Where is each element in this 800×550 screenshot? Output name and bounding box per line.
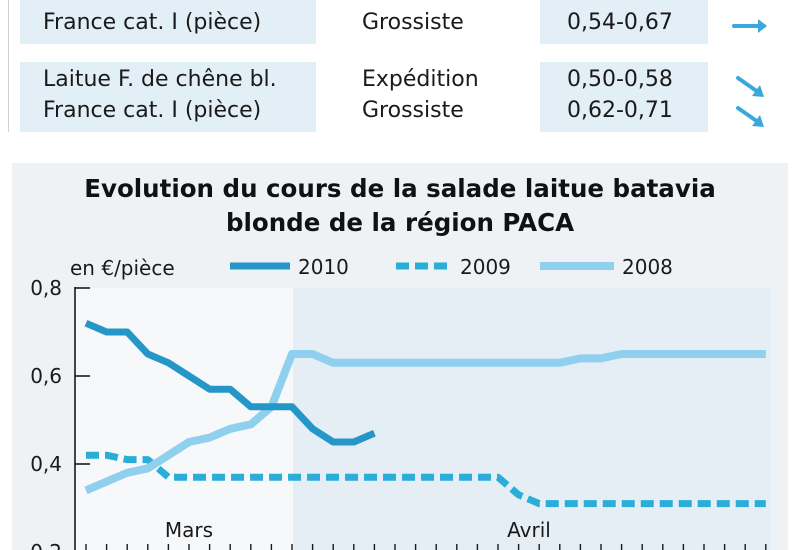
product-cell: Laitue F. de chêne bl. bbox=[43, 67, 277, 92]
price-shade bbox=[540, 0, 708, 44]
chart-title-line: blonde de la région PACA bbox=[225, 208, 575, 237]
y-tick-label: 0,6 bbox=[30, 364, 62, 388]
month-label-avril: Avril bbox=[507, 518, 551, 542]
legend-label-2010: 2010 bbox=[298, 255, 349, 279]
stage-cell: Grossiste bbox=[362, 98, 464, 123]
plot-area-april bbox=[293, 288, 771, 550]
y-tick-label: 0,4 bbox=[30, 452, 62, 476]
product-cell: France cat. I (pièce) bbox=[43, 10, 262, 35]
price-shade bbox=[540, 62, 708, 132]
legend-label-2008: 2008 bbox=[622, 255, 673, 279]
table-left-rule bbox=[8, 0, 9, 132]
down-right-arrow-icon bbox=[736, 76, 764, 97]
legend-label-2009: 2009 bbox=[460, 255, 511, 279]
month-label-mars: Mars bbox=[165, 518, 213, 542]
price-cell: 0,50-0,58 bbox=[567, 67, 673, 92]
row-shade bbox=[20, 62, 316, 132]
series-line-2008 bbox=[84, 350, 766, 495]
legend: 2010 2009 2008 bbox=[230, 255, 673, 279]
chart-title-line: Evolution du cours de la salade laitue b… bbox=[84, 174, 716, 203]
stage-cell: Expédition bbox=[362, 67, 479, 92]
price-table: France cat. I (pièce) Grossiste 0,54-0,6… bbox=[0, 0, 800, 136]
row-shade bbox=[20, 0, 316, 44]
down-right-arrow-icon bbox=[736, 106, 764, 127]
y-unit-label: en €/pièce bbox=[70, 256, 175, 280]
product-cell: France cat. I (pièce) bbox=[43, 98, 262, 123]
series-line-2009 bbox=[86, 451, 766, 508]
stage-cell: Grossiste bbox=[362, 10, 464, 35]
y-tick-label: 0,8 bbox=[30, 276, 62, 300]
series-line-2010 bbox=[84, 319, 376, 446]
y-ticks: 0,2 0,4 0,6 0,8 bbox=[30, 276, 90, 550]
price-cell: 0,54-0,67 bbox=[567, 10, 673, 35]
y-tick-label: 0,2 bbox=[30, 540, 62, 550]
x-ticks bbox=[85, 544, 767, 550]
chart-title: Evolution du cours de la salade laitue b… bbox=[0, 172, 800, 240]
series-group bbox=[84, 319, 766, 508]
right-arrow-icon bbox=[732, 19, 767, 33]
price-cell: 0,62-0,71 bbox=[567, 98, 673, 123]
